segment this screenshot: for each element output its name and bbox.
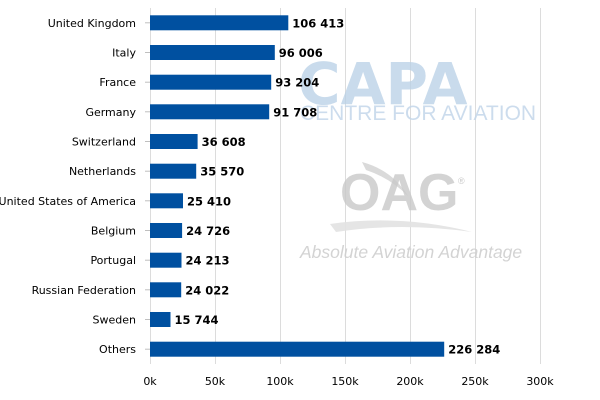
capa-logo-text: CAPA	[298, 50, 468, 118]
category-label: Italy	[112, 47, 136, 60]
bar	[150, 15, 289, 31]
bar	[150, 134, 198, 149]
oag-wing-icon	[330, 220, 472, 232]
bar	[150, 163, 197, 179]
x-tick-label: 300k	[526, 375, 554, 388]
bars	[150, 15, 445, 357]
data-label: 91 708	[273, 105, 317, 119]
capa-subtitle-text: CENTRE FOR AVIATION	[300, 102, 536, 125]
category-label: Belgium	[91, 225, 136, 238]
data-label: 36 608	[202, 135, 246, 149]
x-tick-label: 250k	[461, 375, 489, 388]
data-label: 24 213	[186, 254, 230, 268]
x-tick-label: 100k	[266, 375, 294, 388]
category-labels: United Kingdom Italy France Germany Switzerl…	[0, 17, 150, 356]
data-label: 24 726	[186, 224, 230, 238]
category-label: Sweden	[93, 314, 136, 327]
data-label: 106 413	[292, 16, 344, 30]
data-label: 93 204	[275, 76, 319, 90]
bar	[150, 282, 182, 298]
data-label: 226 284	[448, 343, 500, 357]
bar	[150, 104, 270, 120]
capa-watermark: CAPA CENTRE FOR AVIATION	[298, 50, 536, 125]
data-label: 25 410	[187, 194, 231, 208]
oag-tagline-text: Absolute Aviation Advantage	[299, 242, 522, 262]
data-label: 35 570	[200, 165, 244, 179]
grid-lines	[150, 8, 541, 364]
x-tick-label: 0k	[143, 375, 157, 388]
bar	[150, 312, 171, 327]
bar	[150, 74, 272, 90]
bar	[150, 193, 183, 209]
oag-swoosh-icon	[362, 162, 408, 196]
category-label: Switzerland	[72, 136, 136, 149]
bar	[150, 223, 183, 238]
data-label: 24 022	[185, 283, 229, 297]
x-axis-tick-labels: 0k 50k 100k 150k 200k 250k 300k	[143, 375, 554, 388]
category-label: Others	[99, 343, 136, 356]
category-label: Portugal	[90, 254, 136, 267]
category-label: United Kingdom	[48, 17, 136, 30]
bar	[150, 45, 275, 60]
bar	[150, 341, 445, 357]
category-label: Germany	[85, 106, 136, 119]
data-label: 96 006	[279, 46, 323, 60]
x-tick-label: 150k	[331, 375, 359, 388]
x-tick-label: 200k	[396, 375, 424, 388]
data-label: 15 744	[175, 313, 219, 327]
oag-logo-text: OAG	[340, 164, 458, 222]
value-labels: 106 413 96 006 93 204 91 708 36 608 35 570 25 …	[175, 16, 501, 356]
oag-registered-mark: ®	[458, 176, 465, 186]
category-label: United States of America	[0, 195, 136, 208]
category-label: Russian Federation	[32, 284, 136, 297]
category-label: France	[99, 76, 136, 89]
category-label: Netherlands	[69, 165, 136, 178]
x-tick-label: 50k	[205, 375, 226, 388]
bar	[150, 252, 182, 268]
oag-watermark: OAG ® Absolute Aviation Advantage	[299, 162, 522, 262]
